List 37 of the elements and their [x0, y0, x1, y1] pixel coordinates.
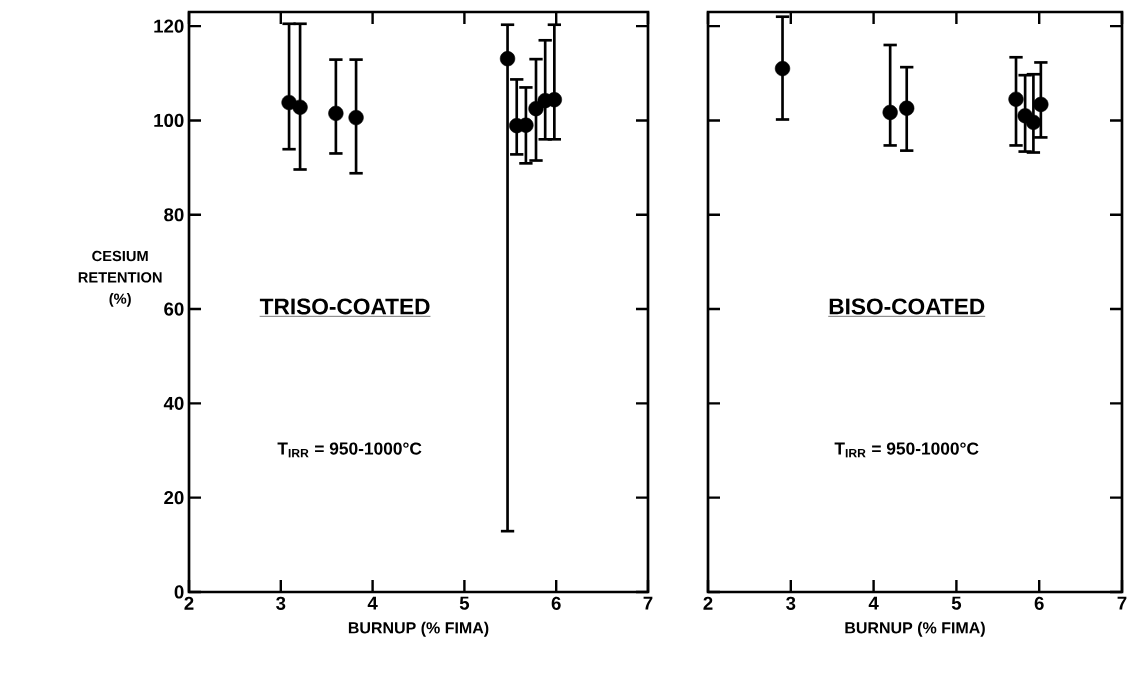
- x-tick-label: 5: [459, 596, 470, 610]
- x-tick-label: 5: [951, 596, 962, 610]
- point: [348, 110, 364, 126]
- x-tick-label: 6: [551, 596, 561, 610]
- x-tick-label: 7: [643, 596, 653, 610]
- point: [774, 60, 791, 77]
- x-tick-label: 4: [367, 596, 378, 610]
- point: [882, 104, 898, 121]
- x-tick-label: 3: [276, 596, 286, 610]
- y-tick-label: 40: [163, 396, 184, 410]
- annotation: BISO-COATED: [829, 298, 985, 315]
- x-axis-title: BURNUP (% FIMA): [845, 621, 985, 637]
- y-tick-label: 0: [174, 585, 184, 599]
- x-tick-label: 2: [703, 596, 713, 610]
- x-tick-label: 2: [184, 596, 194, 610]
- y-tick-label: 20: [164, 491, 184, 505]
- point: [1025, 114, 1041, 130]
- y-tick-label: 100: [154, 113, 184, 128]
- annotation: T$_{IRR}$ = 950-1000°C: [834, 442, 979, 458]
- x-axis-title: BURNUP (% FIMA): [348, 621, 489, 637]
- x-tick-label: 3: [786, 596, 796, 610]
- point: [899, 100, 915, 116]
- y-tick-label: 60: [164, 302, 184, 316]
- y-axis-title: CESIUM RETENTION (%): [78, 250, 162, 307]
- annotation: TRISO-COATED: [259, 298, 430, 315]
- x-tick-label: 7: [1117, 596, 1127, 610]
- y-tick-label: 80: [164, 208, 184, 222]
- point: [292, 99, 308, 115]
- point: [1008, 91, 1024, 107]
- x-tick-label: 6: [1034, 596, 1044, 610]
- point: [328, 105, 344, 121]
- point: [1033, 96, 1049, 113]
- y-tick-label: 120: [154, 19, 184, 33]
- annotation: T$_{IRR}$ = 950-1000°C: [277, 442, 422, 458]
- point: [499, 51, 516, 67]
- x-tick-label: 4: [868, 596, 879, 610]
- point: [518, 117, 534, 133]
